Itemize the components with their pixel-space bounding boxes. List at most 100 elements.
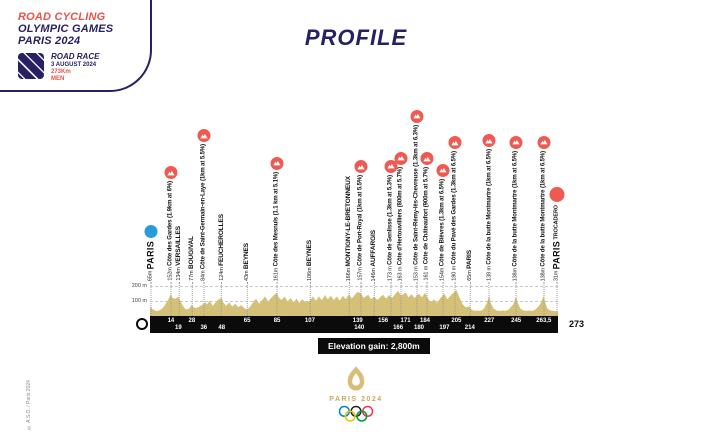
event-pictogram-icon <box>18 53 44 79</box>
waypoint-label: 84m Côte de Saint-Germain-en-Laye (1km a… <box>201 144 208 281</box>
leader-line <box>556 282 557 316</box>
waypoint-name: Côte de Port-Royal (1km at 5.5%) <box>357 175 364 267</box>
km-tick: 28 <box>188 318 196 324</box>
leader-line <box>203 282 205 316</box>
waypoint-name: Côte de Senlisse (1.3km at 5.3%) <box>387 174 394 265</box>
finish-distance-label: 273 <box>568 319 584 329</box>
climb-icon <box>436 163 450 177</box>
header-paris2024: PARIS 2024 <box>18 35 81 47</box>
climb-icon <box>537 135 551 149</box>
finish-dot-icon <box>549 186 564 202</box>
elevation-profile-chart: 200 m 100 m 65m PARIS 152m Côte des Garde… <box>132 90 584 333</box>
waypoint-label: 124m FEUCHEROLLES <box>217 214 225 281</box>
climb-icon <box>420 152 434 166</box>
waypoint-label: 138m Côte de la butte Montmartre (1km at… <box>541 151 548 281</box>
start-ring-icon <box>136 318 148 330</box>
leader-line <box>170 282 172 316</box>
waypoint-elevation: 43m <box>243 269 250 281</box>
leader-line <box>390 282 392 316</box>
waypoint-elevation: 65m <box>466 269 473 281</box>
waypoint-name: Côte de Saint-Rémy-lès-Chevreuse (1.3km … <box>413 124 420 265</box>
waypoint-climb: 138m Côte de la butte Montmartre (1km at… <box>537 135 551 316</box>
waypoint-city: 106m BEYNES <box>306 240 314 316</box>
climb-icon <box>384 159 398 173</box>
olympic-rings-icon <box>338 405 374 422</box>
waypoint-name: Côte des Mesnuls (1.1 km at 5.1%) <box>273 171 280 267</box>
waypoint-city: 134m VERSAILLES <box>174 226 183 316</box>
km-tick: 180 <box>413 325 425 331</box>
paris2024-flame-icon <box>347 366 365 391</box>
leader-line <box>442 282 444 316</box>
climb-icon <box>270 156 284 170</box>
waypoint-label: 154m Côte de Bièvres (1.3km at 6.5%) <box>440 179 447 281</box>
waypoint-label: 65m PARIS <box>466 250 474 281</box>
footer: PARIS 2024 <box>0 366 712 423</box>
km-tick: 227 <box>484 318 495 324</box>
waypoint-label: 173 m Côte de Senlisse (1.3km at 5.3%) <box>387 175 394 281</box>
waypoint-name: BOUGIVAL <box>187 236 195 270</box>
waypoint-label: 180 m Côte du Pavé des Gardes (1.3km at … <box>452 151 459 281</box>
leader-line <box>426 282 428 316</box>
waypoint-label: 138m Côte de la butte Montmartre (1km at… <box>513 151 520 281</box>
climb-icon <box>394 151 408 165</box>
waypoint-start: 65m PARIS <box>144 224 158 316</box>
waypoint-elevation: 152m <box>167 266 174 281</box>
elevation-area <box>150 289 558 316</box>
waypoint-elevation: 84m <box>200 269 207 281</box>
waypoint-name: Côte de la butte Montmartre (1km at 6.5%… <box>486 149 492 265</box>
gridline-200m <box>150 286 558 287</box>
waypoint-elevation: 180 m <box>451 264 458 281</box>
waypoint-city: 124m FEUCHEROLLES <box>217 214 225 316</box>
leader-line <box>246 282 248 316</box>
waypoint-climb: 157m Côte de Port-Royal (1km at 5.5%) <box>354 160 368 316</box>
climb-icon <box>482 134 496 148</box>
waypoint-elevation: 65m <box>147 269 154 281</box>
waypoint-name: MONTIGNY-LE-BRETONNEUX <box>344 175 352 267</box>
waypoint-label: 146m AUFFARGIS <box>369 229 378 281</box>
km-tick: 65 <box>243 318 251 324</box>
leader-line <box>488 282 490 316</box>
waypoint-elevation: 138m <box>512 266 519 281</box>
waypoint-label: 43m BEYNES <box>243 243 251 281</box>
climb-icon <box>410 109 424 123</box>
header-date: 3 AUGUST 2024 <box>51 61 97 68</box>
leader-line <box>191 282 193 316</box>
waypoint-elevation: 77m <box>188 269 195 281</box>
waypoint-name: PARIS <box>145 240 156 270</box>
km-tick: 48 <box>218 325 226 331</box>
leader-line <box>543 282 545 316</box>
climb-icon <box>354 160 368 174</box>
waypoint-city: 77m BOUGIVAL <box>187 236 196 316</box>
waypoint-elevation: 161m <box>273 266 280 281</box>
waypoint-city: 43m BEYNES <box>243 243 251 316</box>
waypoint-elevation: 146m <box>370 266 377 281</box>
km-tick: 214 <box>464 325 475 331</box>
waypoint-elevation: 173 m <box>387 264 394 281</box>
waypoint-label: 153 m Côte de Saint-Rémy-lès-Chevreuse (… <box>414 125 421 281</box>
waypoint-elevation: 163 m <box>397 264 404 281</box>
km-tick: 139 <box>352 318 363 324</box>
km-tick: 263,5 <box>536 318 552 324</box>
waypoint-label: 166m MONTIGNY-LE-BRETONNEUX <box>344 175 353 281</box>
copyright: © A.S.O. / Paris 2024 <box>26 380 32 430</box>
km-tick: 85 <box>273 318 281 324</box>
waypoint-label: 31m PARIS TROCADERO <box>551 205 561 281</box>
y-axis-label-100m: 100 m <box>131 298 147 304</box>
waypoint-name: VERSAILLES <box>174 226 182 267</box>
km-tick: 36 <box>200 325 208 331</box>
waypoint-name: Côte de la butte Montmartre (1km at 6.5%… <box>540 150 547 267</box>
leader-line <box>454 282 456 316</box>
waypoint-name: Côte de Bièvres (1.3km at 6.5%) <box>439 178 446 267</box>
waypoint-label: 77m BOUGIVAL <box>187 236 196 281</box>
km-tick: 14 <box>167 318 175 324</box>
waypoint-climb: 84m Côte de Saint-Germain-en-Laye (1km a… <box>197 129 211 316</box>
km-tick: 205 <box>451 318 462 324</box>
leader-line <box>400 282 402 316</box>
waypoint-city: 65m PARIS <box>466 250 474 316</box>
leader-line <box>416 282 418 316</box>
waypoint-elevation: 166m <box>345 266 352 281</box>
waypoint-climb: 153 m Côte de Saint-Rémy-lès-Chevreuse (… <box>410 109 424 316</box>
waypoint-name: AUFFARGIS <box>369 229 377 267</box>
waypoint-elevation: 124m <box>218 266 225 281</box>
waypoint-label: 161 m Côte de Châteaufort (900m at 5.7%) <box>424 167 431 281</box>
